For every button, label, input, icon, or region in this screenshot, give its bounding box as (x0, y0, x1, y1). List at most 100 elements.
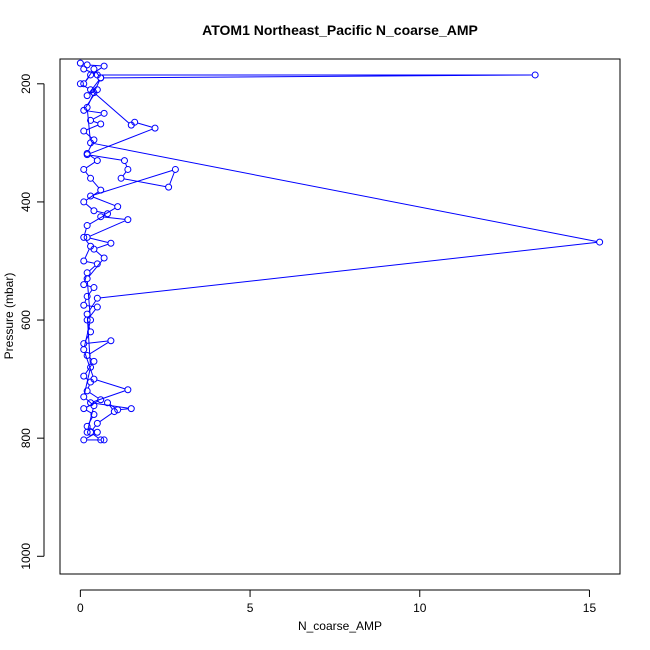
series-2-segment (82, 84, 89, 89)
series-2-segment (125, 163, 128, 167)
plot-frame (59, 58, 621, 575)
data-point (80, 372, 88, 380)
data-point (90, 245, 98, 253)
series-1-segment (89, 265, 96, 272)
series-1-segment (88, 289, 93, 295)
y-axis: 200 400 600 800 1000 (19, 73, 45, 570)
data-point (80, 198, 88, 206)
series-2-segment (99, 412, 113, 423)
data-point (100, 109, 108, 117)
data-point (80, 165, 88, 173)
data-point (87, 116, 95, 124)
series-2-segment (92, 433, 99, 439)
series-2-segment (96, 379, 126, 390)
series-1-segment (86, 400, 99, 408)
series-3-segment (88, 300, 97, 312)
data-point (80, 80, 88, 88)
series-2-segment (122, 171, 127, 177)
data-point (90, 207, 98, 215)
series-1-segment (85, 171, 90, 177)
series-1-segment (85, 363, 93, 374)
y-tick-label: 800 (19, 428, 33, 448)
data-point (104, 210, 112, 218)
series-3-segment (87, 408, 94, 430)
series-1-segment (86, 340, 108, 344)
data-point (171, 165, 179, 173)
y-tick-label: 200 (19, 73, 33, 93)
series-2-segment (123, 178, 166, 188)
series-2-segment (92, 91, 130, 124)
y-axis-label: Pressure (mbar) (2, 273, 16, 360)
data-point (90, 357, 98, 365)
series-3-segment (86, 69, 95, 75)
series-3-segment (94, 80, 100, 91)
series-2-segment (109, 404, 116, 409)
series-2-segment (93, 390, 126, 403)
data-point (83, 310, 91, 318)
data-point (83, 275, 91, 283)
series-2-segment (88, 260, 103, 277)
data-point (83, 233, 91, 241)
series-2-segment (103, 207, 116, 216)
series-layer (76, 59, 604, 444)
series-2-segment (93, 169, 173, 196)
data-point (93, 294, 101, 302)
series-3-segment (100, 241, 597, 299)
series-1-segment (84, 299, 87, 303)
data-point (100, 62, 108, 70)
x-axis-label: N_coarse_AMP (298, 619, 382, 633)
series-1-segment (85, 132, 93, 139)
data-point (83, 387, 91, 395)
y-tick-label: 1000 (19, 543, 33, 570)
data-point (80, 301, 88, 309)
data-point (76, 80, 84, 88)
data-point (93, 419, 101, 427)
data-point (114, 203, 122, 211)
data-point (80, 127, 88, 135)
chart-title: ATOM1 Northeast_Pacific N_coarse_AMP (202, 22, 478, 38)
data-point (80, 281, 88, 289)
series-3-segment (86, 110, 91, 140)
series-1-segment (86, 261, 95, 264)
series-2-segment (93, 196, 116, 207)
data-point (80, 405, 88, 413)
series-1-segment (90, 64, 102, 67)
series-1-segment (89, 214, 106, 225)
data-point (87, 192, 95, 200)
series-2-segment (137, 122, 153, 128)
x-tick-label: 5 (247, 601, 254, 615)
data-point (83, 92, 91, 100)
data-point (165, 183, 173, 191)
data-point (90, 411, 98, 419)
series-2-segment (89, 220, 126, 237)
data-point (114, 406, 122, 414)
data-point (87, 363, 95, 371)
series-2-segment (83, 322, 91, 347)
data-point (87, 174, 95, 182)
series-1-segment (85, 191, 99, 201)
series-1-segment (93, 120, 99, 124)
data-point (97, 74, 105, 82)
data-point (83, 292, 91, 300)
data-point (87, 139, 95, 147)
series-3-segment (86, 317, 91, 365)
data-point (596, 238, 604, 246)
data-point (124, 165, 132, 173)
data-point (80, 393, 88, 401)
data-point (80, 65, 88, 73)
data-point (93, 428, 101, 436)
data-point (83, 428, 91, 436)
series-1-segment (86, 124, 99, 131)
series-2-segment (89, 237, 109, 244)
series-1-segment (85, 161, 96, 169)
data-point (80, 436, 88, 444)
series-2-segment (89, 128, 153, 155)
data-point (127, 405, 135, 413)
series-2-segment (120, 408, 129, 411)
data-point (100, 436, 108, 444)
data-point (83, 103, 91, 111)
data-point (97, 213, 105, 221)
data-point (93, 303, 101, 311)
